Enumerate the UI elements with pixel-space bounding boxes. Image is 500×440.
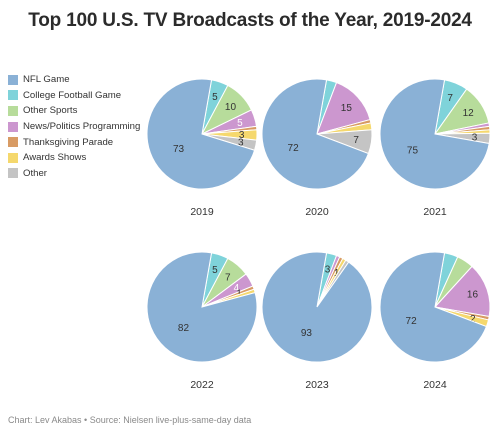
data-label: 15 bbox=[341, 103, 353, 114]
data-label: 75 bbox=[407, 145, 419, 156]
pie-year-label: 2023 bbox=[305, 379, 329, 391]
legend-swatch bbox=[8, 168, 18, 179]
pie-year-label: 2021 bbox=[423, 206, 447, 218]
data-label: 3 bbox=[472, 133, 478, 144]
legend-swatch bbox=[8, 121, 18, 132]
pie-slice bbox=[434, 265, 491, 318]
legend-item: Other Sports bbox=[8, 103, 140, 119]
data-label: 3 bbox=[239, 130, 245, 141]
data-label: 72 bbox=[288, 143, 300, 154]
data-label: 10 bbox=[225, 102, 237, 113]
legend-item: Other bbox=[8, 166, 140, 182]
legend-swatch bbox=[8, 137, 18, 148]
data-label: 72 bbox=[406, 316, 418, 327]
data-label: 2 bbox=[470, 314, 476, 325]
data-label: 7 bbox=[353, 135, 359, 146]
data-label: 16 bbox=[467, 290, 479, 301]
chart-title: Top 100 U.S. TV Broadcasts of the Year, … bbox=[28, 10, 472, 31]
pie-year-label: 2024 bbox=[423, 379, 447, 391]
legend-swatch bbox=[8, 152, 18, 163]
legend-label: College Football Game bbox=[23, 89, 122, 101]
legend: NFL Game College Football Game Other Sport… bbox=[8, 72, 140, 181]
pie-slice bbox=[261, 78, 370, 190]
legend-label: Awards Shows bbox=[23, 152, 87, 164]
data-label: 5 bbox=[212, 92, 218, 103]
pie-slice bbox=[379, 251, 488, 363]
data-label: 93 bbox=[301, 328, 313, 339]
pie-slice bbox=[379, 78, 490, 190]
legend-swatch bbox=[8, 90, 18, 101]
pie-slice bbox=[261, 251, 373, 363]
legend-label: Other Sports bbox=[23, 105, 78, 117]
data-label: 82 bbox=[178, 323, 190, 334]
data-label: 7 bbox=[225, 272, 231, 283]
pie-slice bbox=[316, 81, 371, 135]
legend-label: Other bbox=[23, 167, 47, 179]
data-label: 7 bbox=[447, 93, 453, 104]
pie-slice bbox=[146, 78, 256, 190]
legend-swatch bbox=[8, 74, 18, 85]
legend-item: NFL Game bbox=[8, 72, 140, 88]
data-label: 3 bbox=[238, 138, 244, 149]
data-label: 4 bbox=[234, 283, 240, 294]
legend-swatch bbox=[8, 105, 18, 116]
data-label: 1 bbox=[334, 268, 340, 279]
legend-label: NFL Game bbox=[23, 74, 70, 86]
pie-year-label: 2022 bbox=[190, 379, 214, 391]
legend-item: Awards Shows bbox=[8, 150, 140, 166]
data-label: 5 bbox=[212, 265, 218, 276]
legend-item: Thanksgiving Parade bbox=[8, 134, 140, 150]
data-label: 3 bbox=[325, 264, 331, 275]
data-label: 73 bbox=[173, 144, 185, 155]
source-note: Chart: Lev Akabas • Source: Nielsen live… bbox=[8, 415, 252, 425]
legend-item: News/Politics Programming bbox=[8, 119, 140, 135]
data-label: 12 bbox=[463, 108, 475, 119]
legend-label: Thanksgiving Parade bbox=[23, 136, 114, 148]
pie-year-label: 2019 bbox=[190, 206, 214, 218]
legend-label: News/Politics Programming bbox=[23, 121, 141, 133]
data-label: 5 bbox=[237, 118, 243, 129]
pie-slice bbox=[146, 251, 258, 363]
pie-year-label: 2020 bbox=[305, 206, 329, 218]
legend-item: College Football Game bbox=[8, 88, 140, 104]
